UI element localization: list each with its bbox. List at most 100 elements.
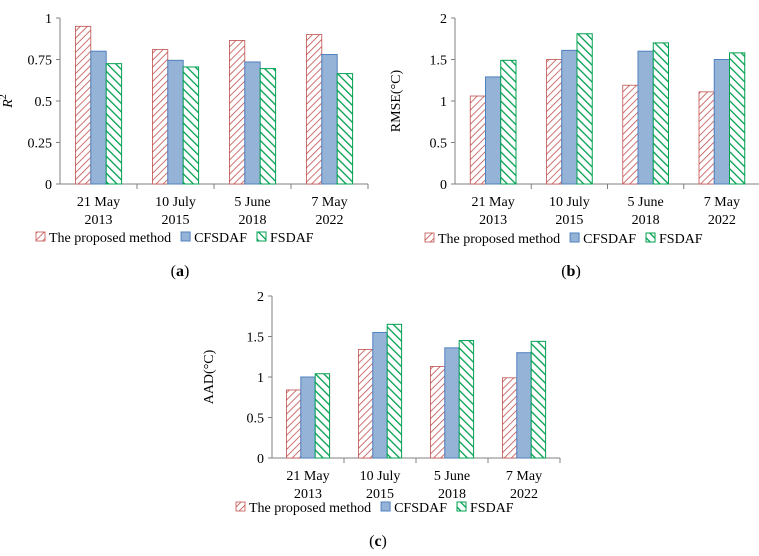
bar-cfsdaf <box>713 59 730 185</box>
bar-fsdaf <box>259 68 277 185</box>
bar-cfsdaf <box>167 59 184 185</box>
legend-label: The proposed method <box>249 501 371 516</box>
y-tick-label: 0 <box>257 452 264 467</box>
bar-cfsdaf <box>485 76 502 185</box>
x-tick-label: 5 June <box>434 469 470 484</box>
legend-swatch <box>456 501 467 512</box>
y-tick-label: 1 <box>45 12 52 27</box>
y-axis-label: AAD(°C) <box>202 349 217 404</box>
y-tick-label: 0 <box>440 178 447 193</box>
x-tick-label: 2022 <box>316 213 344 228</box>
y-tick-label: 0 <box>45 178 52 193</box>
legend-swatch <box>235 501 246 512</box>
bar-fsdaf <box>314 373 331 459</box>
bar-proposed <box>151 49 169 185</box>
bar-fsdaf <box>729 52 746 185</box>
panel-label: (c) <box>369 533 387 550</box>
bar-cfsdaf <box>321 54 338 185</box>
x-tick-label: 2015 <box>555 213 583 228</box>
y-axis-label: R2 <box>0 94 16 109</box>
bar-proposed <box>429 366 446 459</box>
y-tick-label: 0.25 <box>28 137 53 152</box>
legend-label: FSDAF <box>270 231 314 246</box>
bar-proposed <box>546 59 563 185</box>
bar-proposed <box>285 389 302 459</box>
y-axis-label: RMSE(°C) <box>389 69 404 132</box>
x-tick-label: 2015 <box>162 213 190 228</box>
x-tick-label: 2022 <box>510 487 538 502</box>
legend-swatch <box>424 232 435 243</box>
bar-fsdaf <box>336 73 354 185</box>
bar-proposed <box>469 95 486 185</box>
panel-label: (a) <box>171 263 190 280</box>
legend-label: FSDAF <box>659 232 703 247</box>
x-tick-label: 10 July <box>155 195 196 210</box>
bar-cfsdaf <box>244 61 261 185</box>
legend-swatch <box>180 231 191 242</box>
bar-fsdaf <box>182 66 200 185</box>
chart-panel-3: 0 0.5 1 1.5 2 21 May 2013 10 July 2015 5 June 2018… <box>202 290 561 550</box>
y-tick-label: 2 <box>440 12 447 27</box>
bar-fsdaf <box>530 340 547 459</box>
chart-panel-2: 0 0.5 1 1.5 2 21 May 2013 10 July 2015 5 June 2018… <box>389 12 759 280</box>
bar-cfsdaf <box>444 347 460 459</box>
bar-fsdaf <box>386 323 403 459</box>
legend-swatch <box>380 501 391 512</box>
legend-label: CFSDAF <box>194 231 247 246</box>
y-tick-label: 1.5 <box>247 331 265 346</box>
x-tick-label: 21 May <box>286 469 329 484</box>
y-tick-label: 1.5 <box>430 54 448 69</box>
bar-fsdaf <box>105 63 123 185</box>
x-tick-label: 21 May <box>472 195 515 210</box>
bar-proposed <box>501 377 518 459</box>
legend: The proposed method CFSDAF FSDAF <box>35 231 314 246</box>
legend-label: CFSDAF <box>583 232 636 247</box>
x-tick-label: 2018 <box>239 213 267 228</box>
bar-proposed <box>305 34 323 185</box>
x-tick-label: 5 June <box>628 195 664 210</box>
y-tick-label: 1 <box>440 95 447 110</box>
x-tick-label: 7 May <box>704 195 740 210</box>
bar-proposed <box>698 91 715 185</box>
bar-fsdaf <box>576 33 593 185</box>
bar-cfsdaf <box>637 50 654 185</box>
legend: The proposed method CFSDAF FSDAF <box>424 232 703 247</box>
bar-fsdaf <box>500 59 517 185</box>
panel-label: (b) <box>561 263 581 280</box>
legend-label: The proposed method <box>49 231 171 246</box>
legend-swatch <box>645 232 656 243</box>
legend-swatch <box>35 231 46 242</box>
bar-cfsdaf <box>561 49 578 185</box>
bar-proposed <box>75 25 92 185</box>
x-tick-label: 2018 <box>632 213 660 228</box>
x-tick-label: 10 July <box>360 469 401 484</box>
x-tick-label: 2018 <box>438 487 466 502</box>
bar-fsdaf <box>652 42 669 185</box>
legend-swatch <box>256 231 267 242</box>
x-tick-label: 2013 <box>294 487 322 502</box>
legend-label: FSDAF <box>470 501 514 516</box>
x-tick-label: 21 May <box>77 195 120 210</box>
y-tick-label: 0.5 <box>35 95 53 110</box>
bar-cfsdaf <box>300 376 316 459</box>
bar-cfsdaf <box>372 331 388 459</box>
x-tick-label: 2013 <box>85 213 113 228</box>
y-tick-label: 2 <box>257 290 264 305</box>
bar-fsdaf <box>458 340 475 459</box>
y-tick-label: 0.75 <box>28 54 53 69</box>
legend: The proposed method CFSDAF FSDAF <box>235 501 514 516</box>
x-tick-label: 7 May <box>311 195 347 210</box>
legend-label: CFSDAF <box>394 501 447 516</box>
y-tick-label: 1 <box>257 371 264 386</box>
x-tick-label: 7 May <box>506 469 542 484</box>
bar-proposed <box>228 40 246 185</box>
y-tick-label: 0.5 <box>247 412 265 427</box>
bar-proposed <box>357 349 374 459</box>
x-tick-label: 2015 <box>366 487 394 502</box>
x-tick-label: 10 July <box>549 195 590 210</box>
bar-proposed <box>622 84 639 185</box>
legend-swatch <box>569 232 580 243</box>
bar-cfsdaf <box>90 50 107 185</box>
y-tick-label: 0.5 <box>430 137 448 152</box>
